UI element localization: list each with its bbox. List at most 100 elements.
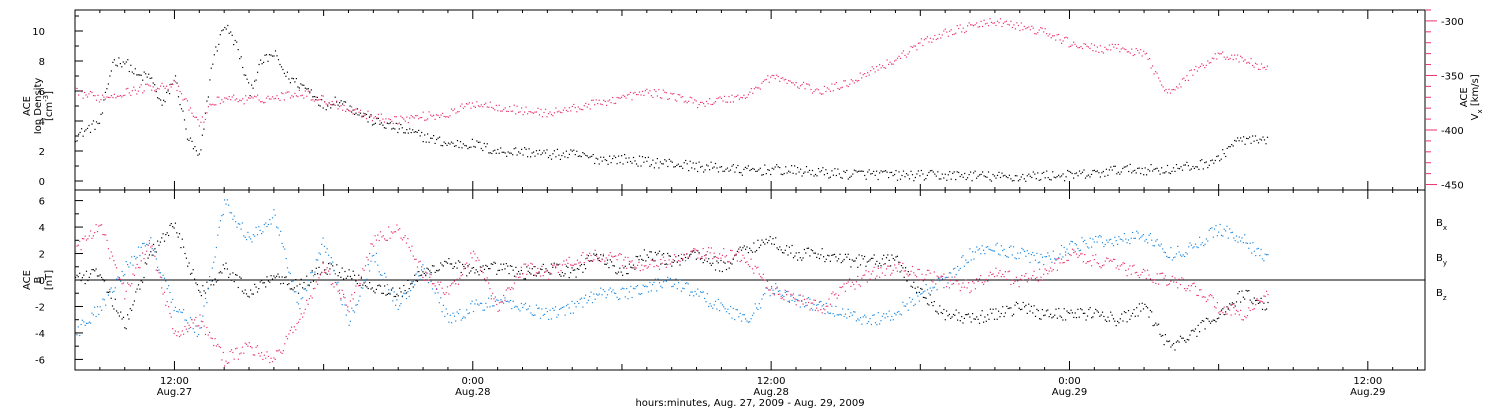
vx-point — [388, 118, 390, 120]
by-point — [296, 301, 298, 303]
bx-point — [1203, 320, 1205, 322]
bx-point — [1110, 311, 1112, 313]
vx-point — [993, 22, 996, 24]
bx-point — [1011, 315, 1013, 317]
bz-point — [466, 262, 468, 264]
density-point — [773, 168, 775, 170]
vx-point — [76, 87, 78, 90]
bz-point — [318, 277, 320, 279]
bx-point — [1084, 312, 1086, 314]
vx-point — [920, 38, 922, 40]
vx-point — [495, 104, 497, 106]
by-point — [456, 311, 458, 313]
by-point — [183, 309, 185, 311]
vx-point — [172, 83, 174, 86]
bz-point — [1148, 274, 1150, 276]
bx-point — [1075, 317, 1078, 319]
vx-series — [75, 18, 1269, 127]
density-point — [339, 102, 341, 104]
by-point — [1015, 258, 1017, 260]
by-point — [485, 302, 487, 304]
by-point — [378, 271, 380, 273]
bz-point — [460, 275, 462, 277]
by-point — [1077, 247, 1079, 250]
bz-point — [693, 248, 695, 250]
by-point — [375, 252, 377, 254]
by-point — [245, 239, 248, 241]
bx-point — [1063, 308, 1065, 310]
density-point — [382, 124, 384, 126]
by-point — [403, 292, 405, 294]
density-point — [325, 109, 327, 111]
density-point — [336, 101, 338, 103]
bz-point — [669, 263, 671, 265]
vx-point — [977, 26, 979, 28]
density-point — [1059, 176, 1061, 178]
density-point — [647, 156, 649, 158]
bx-point — [337, 275, 339, 277]
by-point — [643, 285, 645, 288]
density-point — [686, 163, 688, 165]
bz-point — [340, 297, 342, 299]
bz-point — [1126, 275, 1128, 277]
by-point — [206, 302, 208, 304]
bz-point — [1091, 265, 1093, 267]
by-point — [310, 272, 312, 274]
bz-point — [695, 249, 697, 251]
by-point — [579, 298, 581, 300]
by-point — [446, 313, 449, 315]
by-point — [571, 300, 573, 302]
bz-point — [159, 276, 161, 278]
density-point — [373, 123, 375, 125]
bz-point — [827, 305, 829, 307]
vx-point — [982, 25, 984, 28]
by-point — [524, 302, 527, 304]
by-point — [932, 287, 934, 289]
vx-point — [862, 74, 864, 76]
bz-point — [746, 261, 748, 263]
by-point — [444, 315, 446, 317]
by-point — [671, 286, 673, 288]
by-point — [940, 276, 942, 278]
bz-point — [993, 276, 996, 278]
bz-point — [486, 277, 488, 279]
bz-point — [77, 244, 79, 246]
bx-point — [1197, 324, 1199, 326]
bx-point — [1010, 307, 1012, 309]
by-point — [791, 299, 793, 301]
by-point — [1074, 243, 1076, 245]
by-point — [1060, 244, 1063, 247]
density-point — [368, 116, 371, 118]
bz-point — [1052, 269, 1054, 271]
by-point — [124, 273, 126, 276]
density-point — [1101, 172, 1103, 174]
bx-point — [764, 243, 766, 245]
density-point — [385, 127, 387, 129]
vx-point — [855, 79, 857, 81]
density-point — [507, 151, 509, 153]
by-point — [155, 258, 157, 260]
bx-point — [936, 311, 938, 313]
by-point — [1002, 250, 1004, 252]
bx-point — [828, 255, 830, 257]
bz-point — [682, 258, 684, 260]
bx-point — [1179, 335, 1182, 337]
by-point — [204, 297, 207, 300]
bz-point — [282, 350, 284, 352]
bz-point — [873, 266, 875, 268]
bx-point — [924, 297, 926, 299]
bz-point — [683, 254, 685, 256]
bx-point — [269, 281, 271, 283]
bz-point — [403, 237, 405, 239]
bz-point — [961, 286, 963, 288]
density-point — [501, 151, 503, 153]
by-point — [233, 215, 235, 217]
bx-point — [503, 263, 505, 265]
vx-point — [424, 119, 426, 121]
bx-point — [103, 280, 105, 282]
density-point — [477, 141, 479, 143]
bx-point — [1196, 335, 1198, 337]
bz-point — [1193, 282, 1195, 284]
vx-point — [452, 109, 454, 112]
bx-point — [1051, 317, 1053, 319]
